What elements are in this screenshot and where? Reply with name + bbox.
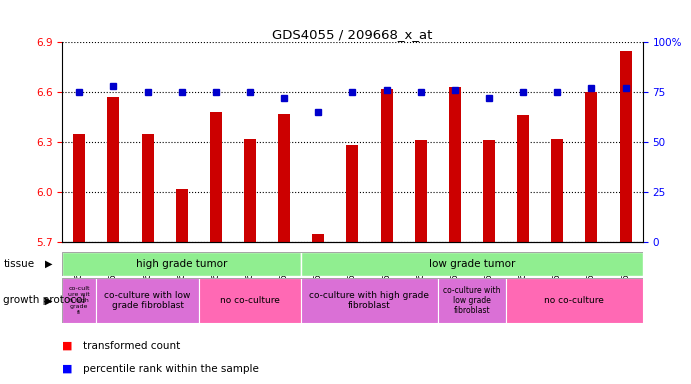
Text: ▶: ▶ (45, 259, 52, 269)
Bar (346, 146, 359, 242)
Bar (244, 139, 256, 242)
Text: high grade tumor: high grade tumor (136, 259, 227, 269)
Text: percentile rank within the sample: percentile rank within the sample (83, 364, 259, 374)
Bar (620, 51, 632, 242)
Text: co-culture with
low grade
fibroblast: co-culture with low grade fibroblast (443, 286, 501, 315)
Bar (483, 141, 495, 242)
Bar (278, 114, 290, 242)
Text: tissue: tissue (3, 259, 35, 269)
Bar (96, 278, 199, 323)
Bar (73, 134, 85, 242)
Text: growth protocol: growth protocol (3, 295, 86, 306)
Bar (142, 134, 153, 242)
Bar (62, 278, 96, 323)
Bar (107, 97, 120, 242)
Bar (449, 87, 461, 242)
Text: no co-culture: no co-culture (220, 296, 280, 305)
Bar (210, 112, 222, 242)
Text: ■: ■ (62, 341, 73, 351)
Text: co-culture with low
grade fibroblast: co-culture with low grade fibroblast (104, 291, 191, 310)
Bar (312, 233, 324, 242)
Bar (415, 141, 426, 242)
Text: no co-culture: no co-culture (545, 296, 605, 305)
Text: co-culture with high grade
fibroblast: co-culture with high grade fibroblast (310, 291, 430, 310)
Text: ▶: ▶ (45, 295, 52, 306)
Title: GDS4055 / 209668_x_at: GDS4055 / 209668_x_at (272, 28, 433, 41)
Bar (551, 139, 563, 242)
Bar (62, 252, 301, 276)
Bar (301, 252, 643, 276)
Bar (506, 278, 643, 323)
Text: ■: ■ (62, 364, 73, 374)
Bar (585, 92, 598, 242)
Text: transformed count: transformed count (83, 341, 180, 351)
Bar (381, 89, 392, 242)
Bar (301, 278, 438, 323)
Bar (176, 189, 188, 242)
Bar (517, 116, 529, 242)
Text: low grade tumor: low grade tumor (428, 259, 515, 269)
Text: co-cult
ure wit
h high
grade
fi: co-cult ure wit h high grade fi (68, 286, 90, 314)
Bar (438, 278, 506, 323)
Bar (199, 278, 301, 323)
